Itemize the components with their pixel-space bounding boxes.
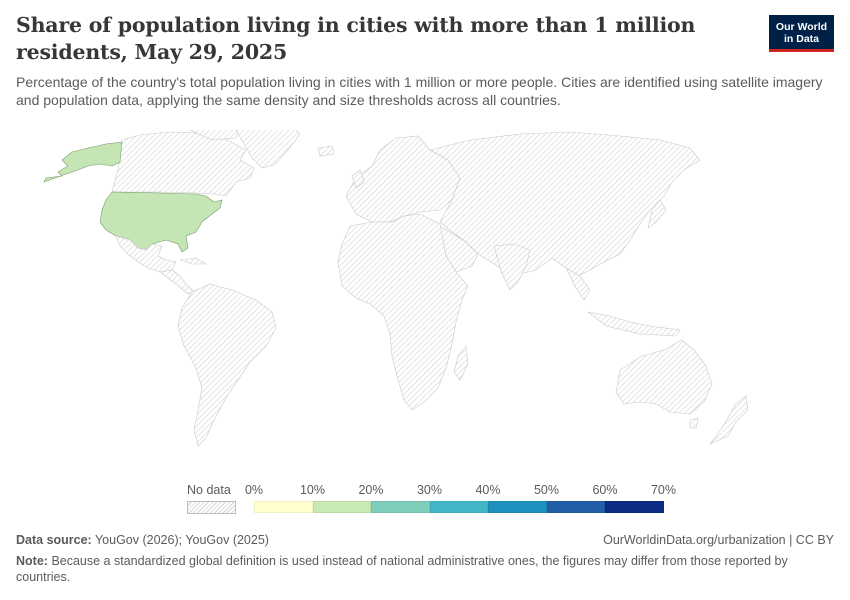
logo-line-2: in Data bbox=[783, 33, 819, 45]
legend-tick: 20% bbox=[358, 483, 384, 497]
country-new-zealand[interactable] bbox=[709, 395, 749, 445]
region-africa[interactable] bbox=[337, 213, 469, 411]
legend-bin[interactable] bbox=[254, 501, 313, 513]
legend-tick: 30% bbox=[416, 483, 443, 497]
data-source-link[interactable]: YouGov (2026); YouGov (2025) bbox=[94, 533, 269, 547]
note-text: Because a standardized global definition… bbox=[16, 554, 788, 584]
country-usa-alaska[interactable] bbox=[43, 141, 123, 183]
country-australia-tasmania[interactable] bbox=[689, 417, 699, 429]
country-canada[interactable] bbox=[111, 131, 255, 197]
legend-bin[interactable] bbox=[371, 501, 430, 513]
country-australia[interactable] bbox=[615, 339, 713, 415]
chart-subtitle: Percentage of the country's total popula… bbox=[16, 74, 823, 108]
legend-tick: 40% bbox=[475, 483, 501, 497]
legend-tick: 50% bbox=[533, 483, 560, 497]
legend-bin[interactable] bbox=[429, 501, 488, 513]
legend-bin[interactable] bbox=[605, 501, 664, 513]
note-label: Note: bbox=[16, 554, 48, 568]
license-link[interactable]: OurWorldinData.org/urbanization | CC BY bbox=[603, 533, 834, 547]
legend-tick: 10% bbox=[299, 483, 326, 497]
data-source: Data source: YouGov (2026); YouGov (2025… bbox=[16, 533, 269, 547]
region-southeast-asia[interactable] bbox=[565, 267, 591, 301]
legend-no-data-label: No data bbox=[187, 483, 231, 497]
map-legend: No data 0% 10% 20% 30% 40% 50% 60% 70% bbox=[185, 483, 685, 523]
legend-tick: 60% bbox=[592, 483, 618, 497]
owid-logo[interactable]: Our World in Data bbox=[769, 15, 834, 52]
data-source-label: Data source: bbox=[16, 533, 92, 547]
region-asia[interactable] bbox=[429, 131, 701, 277]
legend-bin[interactable] bbox=[488, 501, 547, 513]
country-mexico[interactable] bbox=[115, 235, 177, 273]
world-map[interactable] bbox=[0, 130, 850, 470]
chart-title: Share of population living in cities wit… bbox=[16, 13, 696, 64]
country-usa[interactable] bbox=[99, 191, 223, 253]
legend-no-data-swatch bbox=[187, 501, 236, 514]
country-greenland[interactable] bbox=[235, 130, 301, 169]
country-cuba[interactable] bbox=[179, 257, 208, 265]
legend-bin[interactable] bbox=[312, 501, 371, 513]
region-indonesia[interactable] bbox=[587, 311, 681, 337]
legend-tick: 70% bbox=[650, 483, 677, 497]
legend-tick: 0% bbox=[244, 483, 264, 497]
logo-line-1: Our World bbox=[775, 21, 828, 33]
footer-note: Note: Because a standardized global defi… bbox=[16, 553, 816, 585]
region-south-america[interactable] bbox=[177, 283, 277, 447]
legend-bin[interactable] bbox=[546, 501, 605, 513]
country-iceland[interactable] bbox=[317, 145, 335, 157]
country-uk[interactable] bbox=[351, 169, 365, 189]
region-central-america[interactable] bbox=[159, 269, 195, 295]
country-india[interactable] bbox=[493, 243, 531, 291]
country-japan[interactable] bbox=[647, 199, 667, 229]
country-madagascar[interactable] bbox=[453, 345, 469, 381]
